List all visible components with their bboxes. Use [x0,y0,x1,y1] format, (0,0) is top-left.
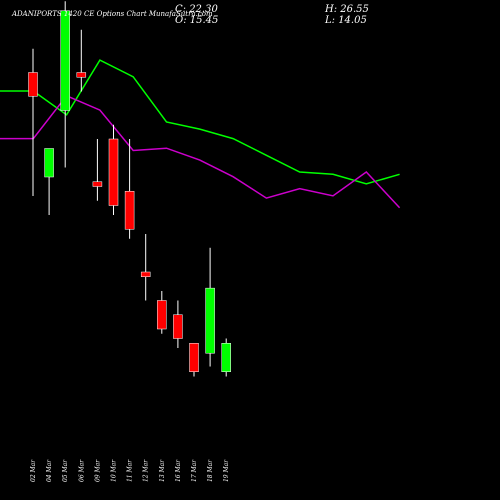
candle-02-mar [28,48,38,196]
high-value: H: 26.55 [325,4,369,15]
candle-body [140,271,151,277]
x-tick-label: 12 Mar [143,459,150,482]
candle-05-mar [60,1,70,168]
candle-body [221,343,231,372]
close-value: C: 22.30 [175,4,218,15]
candle-16-mar [173,300,183,348]
x-tick-label: 04 Mar [46,459,53,482]
candles [28,1,231,377]
candle-04-mar [44,148,54,215]
x-tick-label: 09 Mar [94,459,101,482]
candle-09-mar [92,139,103,201]
candle-12-mar [140,234,151,301]
candle-body [157,300,167,330]
x-tick-label: 13 Mar [159,459,166,482]
candle-body [189,343,199,372]
candle-body [205,287,215,354]
candle-body [76,72,87,78]
candle-body [108,138,119,206]
x-tick-label: 10 Mar [111,459,118,482]
low-value: L: 14.05 [325,15,367,26]
x-tick-label: 06 Mar [78,459,85,482]
candle-06-mar [76,29,87,92]
x-axis-labels: 02 Mar 04 Mar 05 Mar 06 Mar 09 Mar 10 Mar 11 M… [30,459,230,482]
candle-10-mar [108,124,119,215]
x-tick-label: 19 Mar [223,459,230,482]
x-tick-label: 18 Mar [207,459,214,482]
candle-19-mar [221,338,231,377]
open-value: O: 15.45 [175,15,219,26]
chart-title: ADANIPORTS 1420 CE Options Chart MunafaS… [12,10,213,18]
candle-11-mar [124,139,135,239]
candle-17-mar [189,343,199,377]
candle-18-mar [205,247,215,367]
candle-body [92,181,103,187]
candle-body [44,148,54,178]
x-tick-label: 11 Mar [127,459,134,482]
x-tick-label: 17 Mar [191,459,198,482]
candle-body [60,10,70,111]
candle-body [173,314,183,339]
candle-13-mar [157,291,167,334]
candle-body [28,72,38,97]
x-tick-label: 05 Mar [62,459,69,482]
x-tick-label: 02 Mar [30,459,37,482]
x-tick-label: 16 Mar [175,459,182,482]
upper-band-line [0,59,400,185]
candle-body [124,191,135,230]
